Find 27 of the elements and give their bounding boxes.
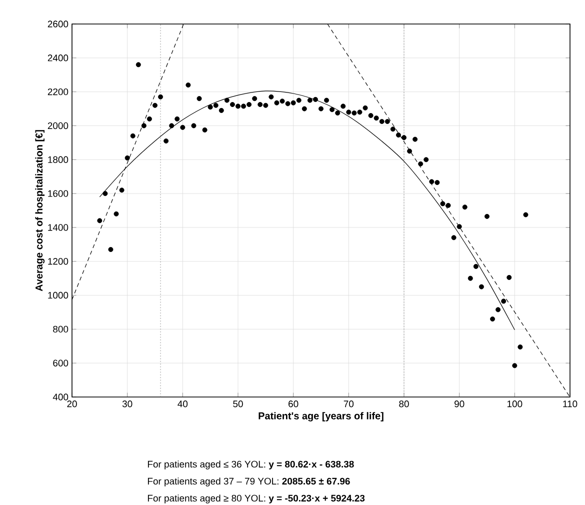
x-tick-label: 70 — [344, 400, 354, 408]
text: For patients aged ≥ 80 YOL: y = -50.23·x + 5924.23 — [148, 494, 365, 504]
x-tick-label: 40 — [178, 400, 188, 408]
y-tick-label: 400 — [52, 394, 68, 400]
x-tick-label: 100 — [507, 400, 522, 408]
x-tick-label: 90 — [454, 400, 464, 408]
y-tick-label: 2000 — [48, 122, 68, 130]
y-tick-label: 1400 — [48, 224, 68, 231]
text: For patients aged ≤ 36 YOL: y = 80.62·x - 638.38 — [148, 460, 354, 470]
y-tick-label: 2600 — [48, 20, 68, 28]
text: For patients aged 37 – 79 YOL: 2085.65 ± 67.96 — [148, 478, 350, 486]
y-tick-label: 1200 — [48, 258, 68, 265]
x-tick-label: 80 — [399, 400, 409, 408]
x-tick-label: 60 — [288, 400, 298, 408]
x-tick-label: 20 — [67, 400, 77, 408]
x-tick-label: 50 — [233, 400, 243, 408]
y-tick-label: 600 — [53, 360, 68, 366]
y-tick-label: 1000 — [48, 292, 68, 299]
y-tick-label: 2200 — [48, 88, 68, 96]
x-tick-label: 110 — [563, 400, 578, 408]
x-axis-title: Patient's age [years of life] — [258, 412, 384, 422]
y-tick-label: 1600 — [48, 190, 68, 197]
y-axis-title: Average cost of hospitalization [€] — [35, 130, 45, 292]
y-tick-label: 2400 — [48, 54, 68, 62]
y-tick-label: 1800 — [48, 156, 68, 163]
y-tick-label: 800 — [53, 326, 68, 333]
x-tick-label: 30 — [122, 400, 132, 408]
